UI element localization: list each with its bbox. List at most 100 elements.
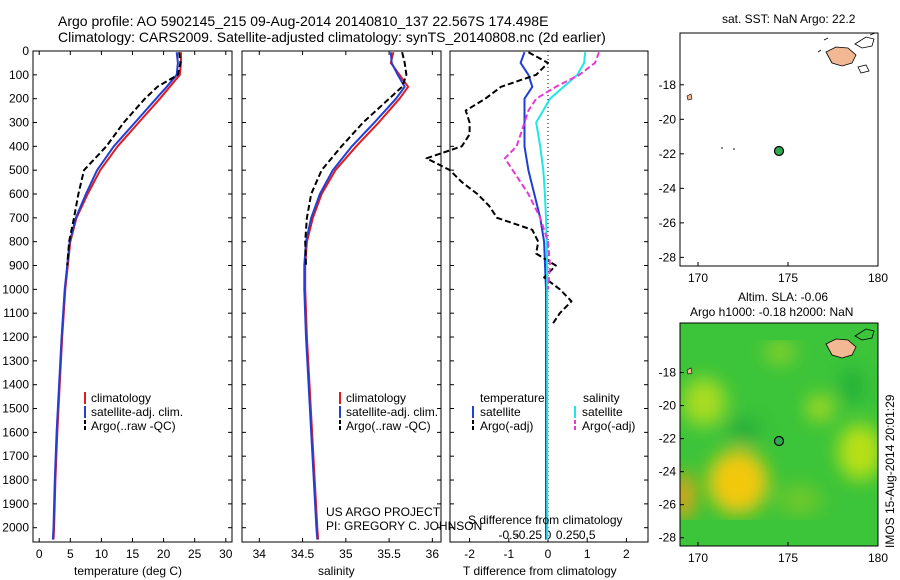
diff-top-xlabel: S difference from climatology <box>468 513 623 527</box>
diff-bottom-xlabel: T difference from climatology <box>463 564 617 578</box>
pi-name: PI: GREGORY C. JOHNSON <box>326 519 482 533</box>
map-ytick-label: -18 <box>659 78 677 92</box>
temp-legend-climatology: climatology <box>91 391 151 405</box>
sal-legend-argo: Argo(..raw -QC) <box>346 419 431 433</box>
difference-axes <box>449 50 649 543</box>
sal-series-climatology <box>304 51 410 540</box>
temp-xtick-label: 25 <box>188 547 202 561</box>
timestamp-stamp: IMOS 15-Aug-2014 20:01:29 <box>883 394 897 548</box>
depth-tick-label: 200 <box>9 92 29 106</box>
map-xtick-label: 170 <box>688 551 708 565</box>
diff-t-tick-label: -2 <box>464 547 475 561</box>
difference-series <box>425 51 600 540</box>
map-ytick-label: -26 <box>659 216 677 230</box>
diff-series-s-argo <box>503 51 600 290</box>
depth-tick-label: 500 <box>9 163 29 177</box>
diff-legend-t-satellite: satellite <box>480 405 521 419</box>
diff-t-tick-label: 0 <box>545 547 552 561</box>
diff-s-tick-label: 0.5 <box>579 528 596 542</box>
map-ytick-label: -20 <box>659 112 677 126</box>
sst-map-title: sat. SST: NaN Argo: 22.2 <box>722 12 856 26</box>
salinity-xlabel: salinity <box>318 564 355 578</box>
map-ytick-label: -28 <box>659 531 677 545</box>
salinity-legend: climatology satellite-adj. clim. Argo(..… <box>339 391 438 433</box>
map-ytick-label: -24 <box>659 181 677 195</box>
sla-map-title-2: Argo h1000: -0.18 h2000: NaN <box>690 305 853 319</box>
map-ytick-label: -20 <box>659 399 677 413</box>
header-line-2: Climatology: CARS2009. Satellite-adjuste… <box>58 29 606 45</box>
sla-map-axes <box>679 322 879 547</box>
diff-t-tick-label: 2 <box>623 547 630 561</box>
temp-xtick-label: 5 <box>67 547 74 561</box>
sal-series-satellite <box>303 52 406 540</box>
depth-tick-label: 0 <box>22 44 29 58</box>
map-xtick-label: 180 <box>868 271 888 285</box>
temp-legend-satellite: satellite-adj. clim. <box>91 405 183 419</box>
temp-xtick-label: 0 <box>36 547 43 561</box>
diff-legend-temperature-header: temperature <box>480 391 545 405</box>
map-ytick-label: -18 <box>659 366 677 380</box>
diff-series-t-satellite <box>519 51 547 540</box>
depth-tick-labels: 0 100 200 300 400 500 600 700 800 900 1000 1100 1200… <box>2 44 648 535</box>
temperature-series <box>51 52 182 540</box>
map-ytick-label: -26 <box>659 498 677 512</box>
map-xtick-label: 170 <box>688 271 708 285</box>
map-xtick-label: 175 <box>778 271 798 285</box>
sst-map-coastlines <box>686 32 876 150</box>
sla-map-heatmap <box>680 323 878 546</box>
temperature-legend: climatology satellite-adj. clim. Argo(..… <box>84 391 183 433</box>
sal-xtick-label: 34.5 <box>291 547 315 561</box>
temperature-ticks: 0 5 10 15 20 25 30 <box>36 51 233 561</box>
depth-tick-label: 100 <box>9 68 29 82</box>
sst-map-ticks: 170 175 180 -18 -20 -22 -24 -26 -28 <box>659 78 889 285</box>
project-name: US ARGO PROJECT <box>326 505 441 519</box>
sal-xtick-label: 35.5 <box>377 547 401 561</box>
salinity-ticks: 34 34.5 35 35.5 36 <box>253 51 440 561</box>
diff-t-tick-label: -1 <box>503 547 514 561</box>
sla-map-ticks: 170 175 180 -18 -20 -22 -24 -26 -28 <box>659 366 889 565</box>
sal-legend-climatology: climatology <box>346 391 406 405</box>
depth-tick-label: 800 <box>9 235 29 249</box>
sal-xtick-label: 35 <box>339 547 353 561</box>
depth-tick-label: 1200 <box>2 330 29 344</box>
temp-series-argo <box>66 52 182 266</box>
temp-xtick-label: 30 <box>219 547 233 561</box>
diff-legend-s-satellite: satellite <box>582 405 623 419</box>
sal-xtick-label: 36 <box>426 547 440 561</box>
header-line-1: Argo profile: AO 5902145_215 09-Aug-2014… <box>58 13 548 29</box>
diff-s-tick-label: 0.25 <box>556 528 580 542</box>
sla-map-argo-marker <box>773 435 785 447</box>
depth-tick-label: 700 <box>9 211 29 225</box>
depth-tick-label: 1900 <box>2 497 29 511</box>
temp-series-climatology <box>52 52 182 540</box>
depth-tick-label: 1300 <box>2 354 29 368</box>
depth-tick-label: 1600 <box>2 425 29 439</box>
sal-xtick-label: 34 <box>253 547 267 561</box>
diff-s-tick-label: -0.5 <box>498 528 519 542</box>
diff-series-s-satellite <box>535 52 587 540</box>
sst-map-argo-marker <box>773 145 785 157</box>
temp-legend-argo: Argo(..raw -QC) <box>91 419 176 433</box>
temp-xtick-label: 10 <box>95 547 109 561</box>
depth-tick-label: 1700 <box>2 449 29 463</box>
depth-tick-label: 600 <box>9 187 29 201</box>
map-ytick-label: -22 <box>659 432 677 446</box>
map-xtick-label: 180 <box>868 551 888 565</box>
diff-legend-t-argo: Argo(-adj) <box>480 419 533 433</box>
depth-tick-label: 400 <box>9 139 29 153</box>
diff-s-tick-label: -0.25 <box>515 528 543 542</box>
diff-legend-s-argo: Argo(-adj) <box>582 419 635 433</box>
depth-tick-label: 1400 <box>2 378 29 392</box>
map-ytick-label: -24 <box>659 465 677 479</box>
map-ytick-label: -22 <box>659 147 677 161</box>
depth-tick-label: 1000 <box>2 282 29 296</box>
temperature-xlabel: temperature (deg C) <box>74 564 182 578</box>
temp-xtick-label: 15 <box>126 547 140 561</box>
sal-series-argo <box>304 51 408 266</box>
salinity-series <box>303 51 410 540</box>
sal-legend-satellite: satellite-adj. clim. <box>346 405 438 419</box>
diff-series-t-argo <box>425 51 573 326</box>
depth-tick-label: 300 <box>9 116 29 130</box>
sla-map-title-1: Altim. SLA: -0.06 <box>738 290 828 304</box>
